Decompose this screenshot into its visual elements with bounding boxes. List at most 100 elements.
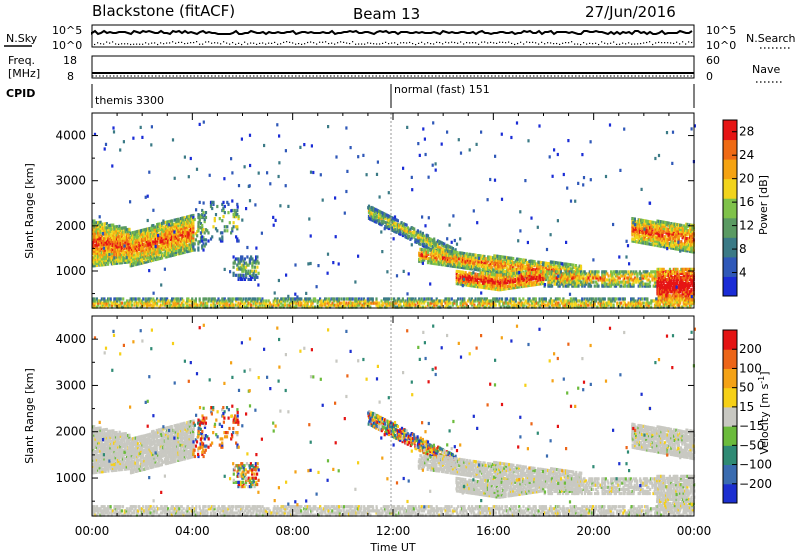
power-cell bbox=[135, 297, 137, 300]
nsearch-dot bbox=[226, 43, 227, 44]
power-cell bbox=[233, 297, 235, 300]
nsearch-dot bbox=[586, 43, 587, 44]
nsearch-dot bbox=[280, 43, 281, 44]
power-cell bbox=[214, 217, 216, 220]
power-cell bbox=[300, 302, 302, 305]
power-cell bbox=[224, 211, 226, 214]
power-cell bbox=[529, 304, 531, 307]
power-cell bbox=[195, 297, 197, 300]
nsearch-label: N.Search bbox=[746, 32, 796, 45]
nsearch-dot bbox=[445, 42, 446, 43]
cpid-row: CPID themis 3300 normal (fast) 151 bbox=[6, 83, 694, 108]
nsearch-dot bbox=[424, 43, 425, 44]
power-cell bbox=[222, 201, 224, 204]
nsearch-dot bbox=[532, 42, 533, 43]
nsearch-dot bbox=[358, 43, 359, 44]
nsearch-dot bbox=[565, 42, 566, 43]
nsearch-dot bbox=[541, 42, 542, 43]
power-cell bbox=[219, 217, 221, 220]
nsearch-dot bbox=[250, 42, 251, 43]
nsearch-dot bbox=[274, 42, 275, 43]
nsearch-dot bbox=[100, 43, 101, 44]
nsearch-dot bbox=[691, 42, 692, 43]
power-cell bbox=[101, 223, 103, 226]
freq-tick-top: 18 bbox=[63, 54, 77, 67]
nsearch-dot bbox=[253, 43, 254, 44]
nave-tick-bottom: 0 bbox=[706, 70, 713, 83]
power-cell bbox=[224, 229, 226, 232]
nsearch-dot bbox=[394, 42, 395, 43]
power-cell bbox=[449, 302, 451, 305]
nsearch-dot bbox=[646, 42, 647, 43]
power-cell bbox=[580, 265, 582, 268]
nsearch-dot bbox=[676, 42, 677, 43]
power-cell bbox=[205, 216, 207, 219]
nave-tick-top: 60 bbox=[706, 54, 720, 67]
nsearch-dot bbox=[97, 42, 98, 43]
power-cell bbox=[340, 302, 342, 305]
power-cell bbox=[564, 281, 566, 284]
nsearch-dot bbox=[388, 43, 389, 44]
nsearch-dot bbox=[550, 42, 551, 43]
power-cell bbox=[364, 299, 366, 302]
power-cell bbox=[205, 297, 207, 300]
nsearch-dot bbox=[313, 42, 314, 43]
nsearch-dot bbox=[154, 42, 155, 43]
power-cell bbox=[196, 234, 198, 237]
nsearch-dot bbox=[346, 42, 347, 43]
power-cell bbox=[515, 297, 517, 300]
nsearch-dot bbox=[580, 44, 581, 45]
nsearch-dot bbox=[304, 43, 305, 44]
nsearch-dot bbox=[124, 43, 125, 44]
nsearch-dot bbox=[469, 42, 470, 43]
nsearch-dot bbox=[673, 43, 674, 44]
nsearch-dot bbox=[538, 43, 539, 44]
nsearch-dot bbox=[193, 42, 194, 43]
power-cell bbox=[441, 299, 443, 302]
nsearch-dot bbox=[604, 43, 605, 44]
nsearch-dot bbox=[553, 43, 554, 44]
nsearch-dot bbox=[340, 41, 341, 42]
power-cell bbox=[229, 221, 231, 224]
power-cell bbox=[576, 276, 578, 279]
nsearch-dot bbox=[199, 44, 200, 45]
nsearch-dot bbox=[319, 42, 320, 43]
power-cell bbox=[221, 219, 223, 222]
nsearch-dot bbox=[361, 43, 362, 44]
power-cell bbox=[243, 297, 245, 300]
nsearch-dot bbox=[481, 42, 482, 43]
nsearch-dot bbox=[286, 41, 287, 42]
power-cell bbox=[233, 255, 235, 258]
nsearch-dot bbox=[682, 41, 683, 42]
nsearch-dot bbox=[505, 42, 506, 43]
nsearch-dot bbox=[289, 42, 290, 43]
power-cell bbox=[171, 219, 173, 222]
power-cell bbox=[590, 285, 592, 288]
nsearch-dot bbox=[379, 43, 380, 44]
power-cell bbox=[194, 248, 196, 251]
power-cell bbox=[233, 272, 235, 275]
station-title: Blackstone (fitACF) bbox=[92, 2, 235, 20]
nsearch-dot bbox=[574, 43, 575, 44]
nsearch-dot bbox=[178, 42, 179, 43]
nsearch-dot bbox=[625, 43, 626, 44]
power-cell bbox=[577, 285, 579, 288]
freq-frame bbox=[92, 56, 694, 78]
nsearch-dot bbox=[667, 42, 668, 43]
nsearch-dot bbox=[244, 42, 245, 43]
power-cell bbox=[199, 297, 201, 300]
nsearch-dot bbox=[472, 42, 473, 43]
power-cell bbox=[549, 270, 551, 273]
power-cell bbox=[427, 249, 429, 252]
nsky-panel: N.Sky 10^5 10^0 10^5 10^0 N.Search bbox=[4, 24, 796, 52]
nsearch-dot bbox=[526, 41, 527, 42]
power-cell bbox=[199, 201, 201, 204]
power-cell bbox=[333, 297, 335, 300]
power-cell bbox=[236, 209, 238, 212]
power-cell bbox=[201, 224, 203, 227]
nsearch-dot bbox=[235, 44, 236, 45]
nsearch-dot bbox=[220, 43, 221, 44]
nsearch-dot bbox=[613, 41, 614, 42]
nsearch-dot bbox=[370, 43, 371, 44]
